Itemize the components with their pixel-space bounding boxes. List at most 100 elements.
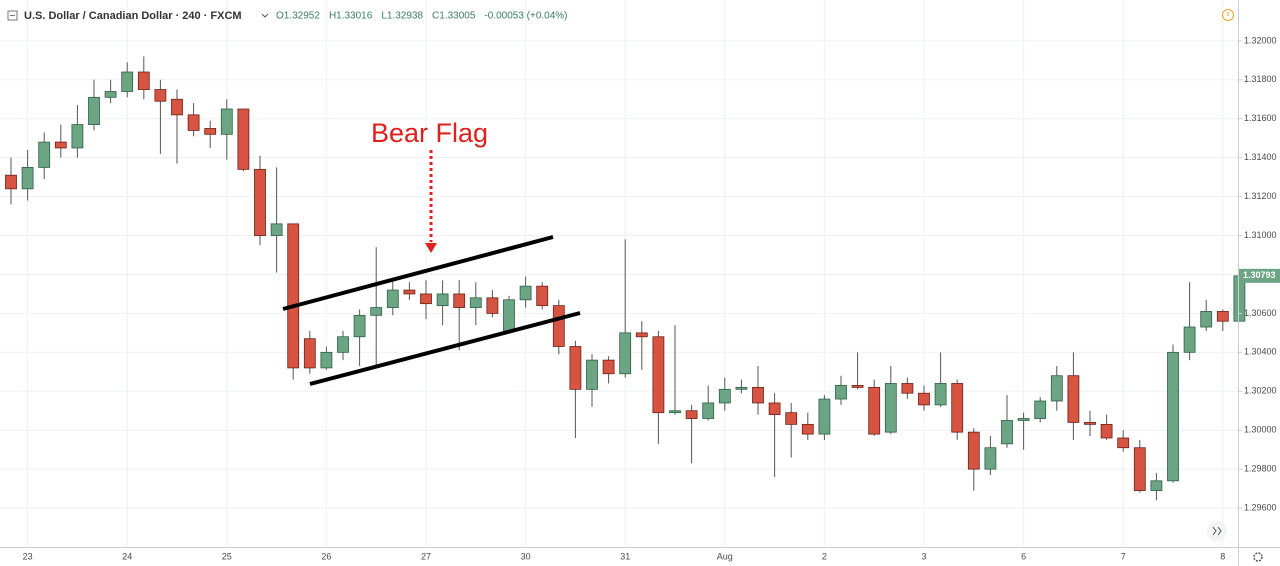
candle-body (1133, 447, 1146, 491)
candle-body (486, 297, 499, 314)
candle-body (536, 285, 549, 307)
candle-body (503, 299, 515, 332)
y-tick-label: 1.29600 (1244, 502, 1277, 512)
candle-body (420, 293, 432, 305)
x-tick-label: 2 (822, 551, 827, 561)
grid (0, 0, 1238, 547)
candle-body (137, 71, 150, 90)
scroll-right-button[interactable] (1207, 521, 1227, 541)
last-price-label: 1.30793 (1243, 270, 1276, 280)
candle-body (403, 289, 416, 295)
candle-body (768, 402, 781, 416)
candle-body (785, 412, 798, 425)
warning-icon[interactable] (1222, 9, 1234, 21)
candle-body (1200, 311, 1213, 328)
x-tick-label: 25 (222, 551, 232, 561)
candle-body (1001, 420, 1013, 445)
candle-body (569, 346, 582, 390)
x-tick-label: 31 (620, 551, 630, 561)
x-tick-label: 3 (921, 551, 926, 561)
candles (5, 56, 1246, 501)
x-tick-label: 8 (1220, 551, 1225, 561)
candle-body (220, 108, 233, 135)
x-tick-label: 7 (1121, 551, 1126, 561)
candle-body (1216, 311, 1229, 322)
candle-body (469, 297, 482, 308)
trendline-upper (282, 235, 554, 311)
trendline-lower (309, 311, 581, 386)
x-tick-label: 24 (122, 551, 132, 561)
ohlc-value: H1.33016 (329, 11, 373, 22)
ohlc-value: O1.32952 (276, 11, 320, 22)
candle-body (801, 423, 814, 435)
candle-body (54, 141, 67, 149)
candle-body (436, 293, 449, 307)
candle-body (270, 223, 283, 236)
y-tick-label: 1.31600 (1244, 113, 1277, 123)
candle-body (254, 168, 266, 236)
candle-body (88, 96, 100, 125)
candle-body (884, 383, 897, 433)
settings-icon[interactable] (1253, 552, 1263, 562)
y-tick-label: 1.30000 (1244, 425, 1277, 435)
y-tick-label: 1.30200 (1244, 386, 1277, 396)
candle-body (21, 167, 34, 190)
candle-body (835, 385, 847, 400)
candle-body (1067, 375, 1080, 423)
symbol-title[interactable]: U.S. Dollar / Canadian Dollar · 240 · FX… (24, 10, 242, 22)
x-tick-label: 6 (1021, 551, 1026, 561)
candle-body (121, 71, 134, 92)
last-price-tag (1239, 268, 1280, 283)
candle-body (337, 336, 349, 353)
y-tick-label: 1.31200 (1244, 191, 1277, 201)
candle-body (1050, 375, 1063, 402)
annotation-text: Bear Flag (371, 118, 488, 148)
candle-body (104, 91, 117, 98)
candle-body (171, 98, 183, 116)
y-tick-label: 1.32000 (1244, 35, 1277, 45)
x-tick-label: Aug (717, 551, 733, 561)
y-tick-label: 1.29800 (1244, 464, 1277, 474)
candle-body (1167, 351, 1179, 482)
candle-body (1034, 400, 1047, 419)
x-tick-label: 23 (23, 551, 33, 561)
candle-body (635, 332, 648, 338)
candle-body (735, 386, 748, 390)
ohlc-legend: O1.32952 H1.33016 L1.32938 C1.33005 -0.00053… (276, 11, 568, 22)
annotation-arrowhead (425, 243, 437, 253)
candle-body (752, 386, 764, 404)
candle-body (586, 359, 598, 390)
candle-body (320, 351, 333, 369)
candle-body (851, 385, 864, 388)
candle-body (1117, 437, 1130, 449)
ohlc-value: L1.32938 (381, 11, 423, 22)
y-tick-label: 1.30600 (1244, 308, 1277, 318)
candle-body (984, 447, 997, 470)
y-tick-label: 1.30400 (1244, 347, 1277, 357)
candle-body (187, 114, 200, 131)
candle-body (204, 128, 217, 135)
x-tick-label: 30 (521, 551, 531, 561)
y-tick-label: 1.31800 (1244, 74, 1277, 84)
ohlc-value: -0.00053 (+0.04%) (484, 11, 567, 22)
candle-body (519, 285, 532, 301)
candle-body (71, 124, 84, 149)
candle-body (901, 383, 914, 394)
candle-body (237, 108, 250, 170)
candle-body (1017, 418, 1030, 421)
ohlc-value: C1.33005 (432, 11, 476, 22)
candle-body (619, 332, 632, 375)
candle-body (685, 410, 698, 419)
candle-body (1084, 422, 1096, 425)
collapse-icon[interactable] (7, 10, 18, 21)
scroll-right-icon (1212, 526, 1222, 536)
candle-body (38, 141, 51, 168)
candle-body (702, 402, 715, 419)
candle-body (303, 338, 316, 369)
y-tick-label: 1.31000 (1244, 230, 1277, 240)
symbol-dropdown[interactable] (261, 13, 269, 18)
candle-body (1100, 423, 1113, 439)
candle-body (918, 392, 930, 406)
